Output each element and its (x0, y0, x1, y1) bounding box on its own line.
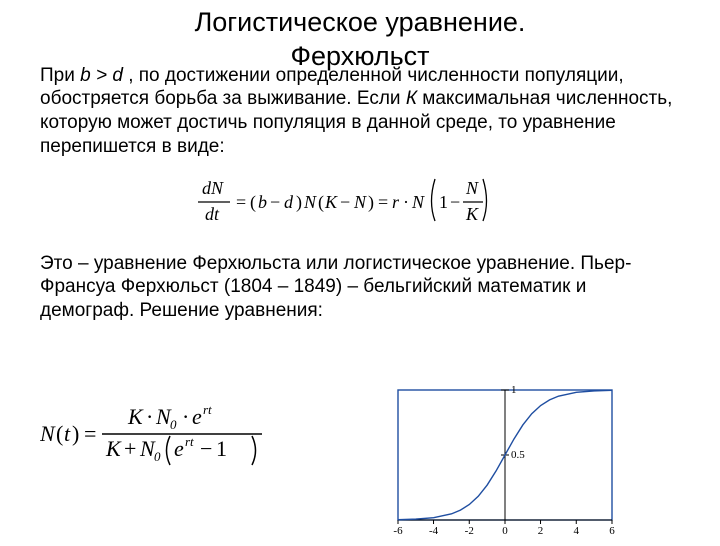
svg-text:0: 0 (154, 449, 161, 464)
svg-text:e: e (192, 404, 202, 429)
svg-text:=: = (378, 192, 388, 212)
equation-2-wrap: N(t)=K·N0·ertK+N0ert−1 (40, 401, 270, 472)
svg-text:dN: dN (202, 178, 224, 198)
equation-1-wrap: dNdt=(b−d)N(K−N)=r·N1−NK (0, 173, 720, 232)
equation-1: dNdt=(b−d)N(K−N)=r·N1−NK (190, 173, 530, 227)
svg-text:K: K (105, 436, 122, 461)
svg-text:0.5: 0.5 (511, 449, 525, 461)
svg-text:−: − (450, 192, 460, 212)
paragraph-2: Это – уравнение Ферхюльста или логистиче… (40, 252, 680, 323)
svg-text:−: − (270, 192, 280, 212)
svg-text:-6: -6 (393, 525, 403, 534)
paragraph-1: При b > d , по достижении определенной ч… (40, 64, 680, 159)
svg-text:): ) (368, 192, 374, 213)
title-line-1: Логистическое уравнение. (195, 7, 526, 37)
svg-text:2: 2 (538, 525, 544, 534)
svg-text:+: + (124, 436, 136, 461)
svg-text:0: 0 (170, 417, 177, 432)
svg-text:b: b (258, 192, 267, 212)
svg-text:-4: -4 (429, 525, 439, 534)
svg-text:(: ( (318, 192, 324, 213)
svg-text:−: − (340, 192, 350, 212)
logistic-chart-wrap: -6 -4 -2 0 2 4 6 0.5 1 (370, 384, 620, 539)
svg-text:K: K (127, 404, 144, 429)
p1-K: К (406, 88, 417, 109)
svg-text:=: = (84, 421, 96, 446)
p1-cond: b > d (80, 65, 123, 86)
svg-text:·: · (182, 404, 189, 429)
svg-text:K: K (324, 192, 338, 212)
svg-text:1: 1 (511, 384, 517, 396)
svg-text:e: e (174, 436, 184, 461)
svg-text:-2: -2 (465, 525, 474, 534)
svg-text:N: N (411, 192, 425, 212)
svg-text:4: 4 (574, 525, 580, 534)
svg-text:dt: dt (205, 204, 220, 224)
svg-text:d: d (284, 192, 294, 212)
svg-text:(: ( (56, 421, 63, 446)
equation-2: N(t)=K·N0·ertK+N0ert−1 (40, 401, 270, 467)
svg-text:rt: rt (185, 434, 194, 449)
svg-text:rt: rt (203, 402, 212, 417)
svg-text:1: 1 (216, 436, 227, 461)
svg-text:N: N (303, 192, 317, 212)
p1-pre: При (40, 65, 80, 86)
svg-text:−: − (200, 436, 212, 461)
svg-text:t: t (64, 421, 71, 446)
svg-text:6: 6 (609, 525, 615, 534)
svg-text:0: 0 (502, 525, 508, 534)
svg-text:1: 1 (439, 192, 448, 212)
svg-text:(: ( (250, 192, 256, 213)
svg-text:·: · (403, 192, 409, 212)
svg-text:=: = (236, 192, 246, 212)
svg-text:N: N (353, 192, 367, 212)
svg-text:): ) (72, 421, 79, 446)
svg-text:N: N (465, 178, 479, 198)
svg-text:K: K (465, 204, 479, 224)
logistic-chart: -6 -4 -2 0 2 4 6 0.5 1 (370, 384, 620, 534)
svg-text:): ) (296, 192, 302, 213)
svg-text:N: N (40, 421, 56, 446)
svg-text:r: r (392, 192, 400, 212)
svg-text:·: · (146, 404, 153, 429)
